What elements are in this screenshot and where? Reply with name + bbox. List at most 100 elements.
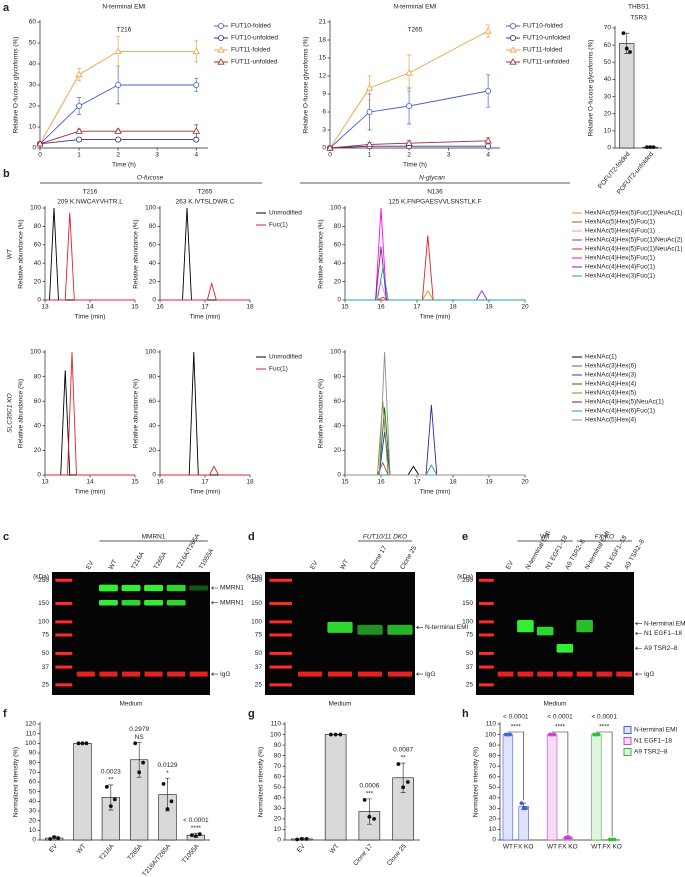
x-tick-label: 4 bbox=[486, 152, 490, 159]
x-tick-label: 17 bbox=[201, 479, 209, 486]
y-tick-label: 60 bbox=[334, 242, 342, 249]
band-label: IgG bbox=[220, 671, 230, 678]
legend-label: HexNAc(4)Hex(5)NeuAc(1) bbox=[585, 399, 664, 406]
legend-label: A9 TSR2–8 bbox=[634, 749, 668, 756]
igg-band bbox=[497, 671, 514, 677]
y-tick-label: 80 bbox=[34, 223, 42, 230]
point bbox=[114, 47, 122, 54]
x-tick-label: WT bbox=[503, 844, 513, 851]
chart-title: T216 bbox=[83, 189, 98, 196]
x-tick-label: T1055A bbox=[181, 842, 201, 864]
y-tick-label: 80 bbox=[334, 223, 342, 230]
band-label: IgG bbox=[425, 671, 435, 678]
series-line bbox=[160, 465, 250, 476]
protein-band bbox=[576, 619, 593, 633]
marker-label: 150 bbox=[38, 600, 49, 607]
point bbox=[36, 139, 44, 147]
band-label: IgG bbox=[644, 671, 654, 678]
series-line bbox=[345, 289, 525, 301]
igg-band bbox=[99, 671, 118, 677]
band-label: N1 EGF1–18 bbox=[644, 630, 682, 637]
lane-label: EV bbox=[85, 559, 96, 571]
y-tick-label: 10 bbox=[489, 826, 497, 833]
chart-subtitle: 263 K.IVTSLDWR.C bbox=[176, 199, 235, 206]
replicate-point bbox=[161, 782, 166, 786]
point bbox=[115, 82, 122, 89]
significance-bracket bbox=[552, 731, 569, 834]
x-tick-label: 17 bbox=[413, 479, 421, 486]
replicate-point bbox=[519, 801, 524, 805]
legend-label: FUT11-folded bbox=[523, 47, 563, 54]
x-tick-label: 15 bbox=[131, 479, 139, 486]
error-bar bbox=[165, 777, 170, 812]
legend-label: FUT11-folded bbox=[231, 47, 271, 54]
ladder-band bbox=[55, 683, 73, 687]
x-tick-label: 17 bbox=[201, 304, 209, 311]
y-axis-label: Relative abundance (%) bbox=[318, 219, 325, 288]
igg-band bbox=[298, 671, 322, 677]
y-tick-label: 100 bbox=[30, 349, 41, 356]
series-line bbox=[160, 281, 250, 301]
series-line bbox=[160, 207, 250, 301]
marker-label: 75 bbox=[42, 632, 50, 639]
x-tick-label: 14 bbox=[86, 479, 94, 486]
replicate-point bbox=[193, 834, 198, 839]
protein-band bbox=[98, 584, 118, 592]
panel-label: c bbox=[3, 531, 9, 543]
band-arrow bbox=[635, 631, 642, 636]
y-tick-label: 10 bbox=[274, 826, 282, 833]
unit-label: (kDa) bbox=[246, 574, 262, 581]
blot-header: WT bbox=[540, 534, 550, 541]
igg-band bbox=[576, 671, 593, 677]
p-value: < 0.0001 bbox=[503, 714, 529, 721]
panel-label: h bbox=[462, 708, 469, 720]
marker-label: 100 bbox=[251, 619, 262, 626]
y-tick-label: 40 bbox=[149, 423, 157, 430]
lane-label: T216A bbox=[130, 550, 146, 571]
x-axis-label: Time (min) bbox=[75, 314, 106, 321]
series-line bbox=[345, 246, 525, 301]
x-tick-label: 16 bbox=[377, 479, 385, 486]
y-tick-label: 30 bbox=[604, 93, 612, 100]
y-tick-label: 80 bbox=[274, 752, 282, 759]
replicate-point bbox=[628, 50, 632, 54]
protein-band bbox=[144, 584, 164, 592]
series-line bbox=[345, 267, 525, 301]
point bbox=[509, 22, 516, 29]
series-line bbox=[45, 351, 135, 476]
legend-label: HexNAc(4)Hex(4) bbox=[585, 381, 636, 388]
y-tick-label: 80 bbox=[149, 223, 157, 230]
y-tick-label: 60 bbox=[149, 398, 157, 405]
y-tick-label: 110 bbox=[486, 721, 497, 728]
band-label: N-terminal EMI bbox=[425, 624, 469, 631]
replicate-point bbox=[568, 835, 573, 840]
y-tick-label: 70 bbox=[604, 25, 612, 32]
marker-label: 37 bbox=[466, 664, 474, 671]
ladder-band bbox=[55, 620, 73, 624]
marker-label: 25 bbox=[466, 682, 474, 689]
band-arrow bbox=[635, 672, 642, 676]
blot-header: FUT10/11 DKO bbox=[363, 534, 407, 541]
bar bbox=[591, 734, 602, 841]
lane-label: WT bbox=[339, 559, 350, 571]
y-axis-label: Relative abundance (%) bbox=[318, 379, 325, 448]
y-tick-label: 30 bbox=[29, 82, 37, 89]
replicate-point bbox=[304, 837, 309, 841]
series-line bbox=[329, 145, 489, 149]
y-tick-label: 100 bbox=[270, 731, 281, 738]
point bbox=[326, 144, 334, 151]
y-axis-label: Relative abundance (%) bbox=[18, 379, 25, 448]
significance-bracket bbox=[507, 731, 524, 801]
point bbox=[192, 127, 200, 134]
x-axis-label: Time (min) bbox=[420, 314, 451, 321]
y-tick-label: 60 bbox=[29, 779, 37, 786]
band-arrow bbox=[416, 672, 423, 676]
protein-band bbox=[536, 626, 554, 636]
y-tick-label: 0 bbox=[37, 472, 41, 479]
legend-label: N-terminal EMI bbox=[634, 727, 678, 734]
p-value: < 0.0001 bbox=[183, 817, 209, 824]
y-tick-label: 0 bbox=[32, 145, 36, 152]
replicate-point bbox=[112, 797, 117, 802]
x-tick-label: 0 bbox=[328, 152, 332, 159]
y-tick-label: 80 bbox=[334, 373, 342, 380]
